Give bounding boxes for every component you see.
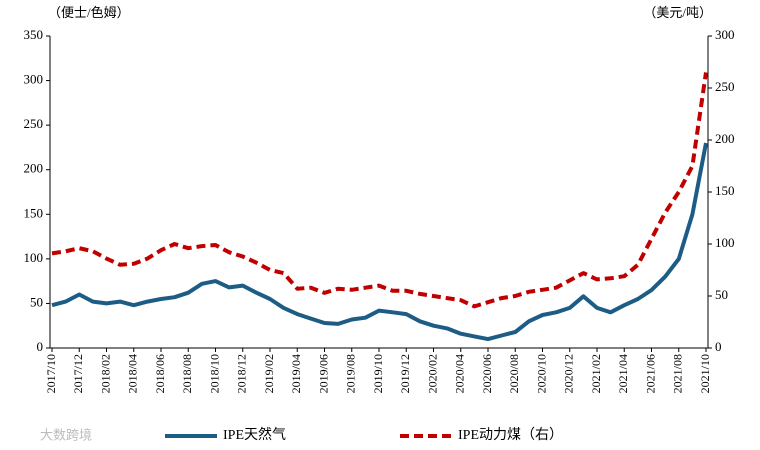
- x-tick-label: 2021/02: [589, 354, 603, 393]
- x-tick-label: 2020/02: [425, 354, 439, 393]
- y2-tick-label: 100: [715, 235, 735, 250]
- line-series: [51, 142, 708, 342]
- legend-label: IPE天然气: [223, 426, 286, 443]
- y2-tick-label: 50: [715, 287, 728, 302]
- y-tick-label: 0: [37, 339, 44, 354]
- y-tick-label: 350: [24, 27, 44, 42]
- x-tick-label: 2019/04: [289, 354, 303, 393]
- y2-tick-label: 250: [715, 79, 735, 94]
- x-tick-label: 2019/02: [262, 354, 276, 393]
- y2-tick-label: 150: [715, 183, 735, 198]
- x-tick-label: 2018/06: [153, 354, 167, 393]
- x-tick-label: 2018/08: [180, 354, 194, 393]
- x-tick-label: 2020/06: [480, 354, 494, 393]
- x-tick-label: 2018/02: [98, 354, 112, 393]
- x-tick-label: 2017/10: [44, 354, 58, 393]
- y2-tick-label: 200: [715, 131, 735, 146]
- x-tick-label: 2021/10: [698, 354, 712, 393]
- x-tick-label: 2019/12: [398, 354, 412, 393]
- x-tick-label: 2020/12: [562, 354, 576, 393]
- x-tick-label: 2020/10: [534, 354, 548, 393]
- y-tick-label: 250: [24, 116, 44, 131]
- y-axis-label: （便士/色姆）: [48, 5, 130, 20]
- x-tick-label: 2021/08: [671, 354, 685, 393]
- y-tick-label: 50: [30, 294, 43, 309]
- y2-tick-label: 300: [715, 27, 735, 42]
- x-tick-label: 2017/12: [71, 354, 85, 393]
- y-tick-label: 150: [24, 205, 44, 220]
- x-tick-label: 2019/06: [316, 354, 330, 393]
- x-tick-label: 2018/12: [235, 354, 249, 393]
- y-tick-label: 200: [24, 161, 44, 176]
- x-tick-label: 2018/04: [126, 354, 140, 393]
- y2-tick-label: 0: [715, 339, 722, 354]
- y-tick-label: 100: [24, 250, 44, 265]
- watermark: 大数跨境: [40, 429, 92, 444]
- x-tick-label: 2021/06: [643, 354, 657, 393]
- x-tick-label: 2020/08: [507, 354, 521, 393]
- line-series: [51, 72, 708, 309]
- y-tick-label: 300: [24, 72, 44, 87]
- x-tick-label: 2019/08: [344, 354, 358, 393]
- x-tick-label: 2021/04: [616, 354, 630, 393]
- legend-label: IPE动力煤（右）: [458, 427, 563, 443]
- y2-axis-label: （美元/吨）: [643, 5, 712, 20]
- x-tick-label: 2019/10: [371, 354, 385, 393]
- x-tick-label: 2020/04: [453, 354, 467, 393]
- x-tick-label: 2018/10: [207, 354, 221, 393]
